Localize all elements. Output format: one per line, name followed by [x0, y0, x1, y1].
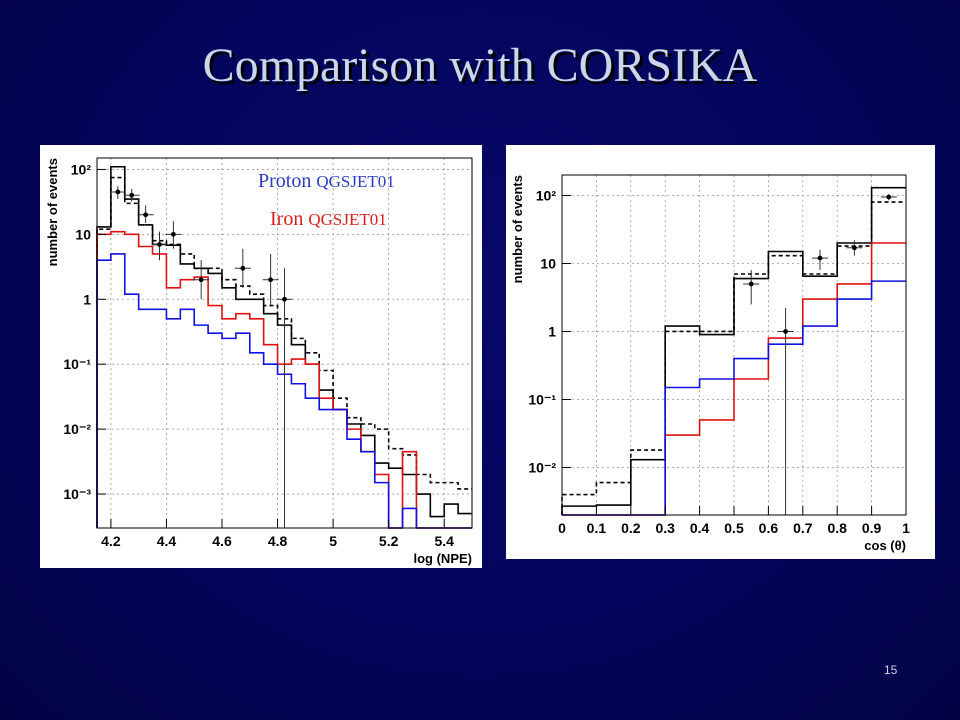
- data-marker: [115, 189, 121, 195]
- zenith-histogram-panel: 0 0.1 0.2 0.3 0.4 0.5 0.6 0.7 0.8 0.9 1 10² 10 1 10⁻¹ 1…: [506, 145, 935, 559]
- x-tick-label: 0: [558, 520, 566, 536]
- data-marker: [129, 192, 135, 198]
- zenith-histogram-chart: 0 0.1 0.2 0.3 0.4 0.5 0.6 0.7 0.8 0.9 1 10² 10 1 10⁻¹ 1…: [510, 174, 910, 553]
- data-marker: [170, 231, 176, 237]
- data-marker: [282, 296, 287, 302]
- x-tick-label: 4.4: [157, 533, 177, 549]
- x-tick-label: 0.3: [655, 520, 675, 536]
- y-tick-label: 10²: [71, 161, 92, 177]
- y-tick-label: 10: [75, 226, 91, 242]
- x-tick-label: 0.8: [827, 520, 847, 536]
- legend-proton-label: Proton: [258, 170, 312, 192]
- x-tick-label: 0.9: [862, 520, 882, 536]
- data-marker: [748, 281, 754, 287]
- x-tick-label: 4.6: [212, 533, 232, 549]
- data-point: [234, 248, 251, 288]
- x-tick-label: 0.6: [759, 520, 779, 536]
- x-tick-label: 5.4: [434, 533, 454, 549]
- data-point: [262, 253, 279, 306]
- data-point: [165, 221, 182, 249]
- x-tick-label: 5: [329, 533, 337, 549]
- data-marker: [852, 245, 857, 251]
- data-marker: [817, 255, 823, 261]
- x-tick-label: 0.7: [793, 520, 813, 536]
- x-tick-label: 4.8: [268, 533, 288, 549]
- y-tick-label: 10⁻¹: [63, 356, 91, 372]
- series-total-dashed: [96, 176, 472, 528]
- page-number: 15: [884, 663, 898, 677]
- y-tick-label: 1: [83, 291, 91, 307]
- series-total-solid: [561, 186, 906, 515]
- legend-proton: Proton QGSJET01: [258, 170, 395, 193]
- data-point: [109, 186, 126, 200]
- legend-iron-label: Iron: [270, 208, 304, 230]
- x-tick-label: 0.4: [690, 520, 710, 536]
- x-tick-label: 4.2: [101, 533, 121, 549]
- data-point: [137, 205, 154, 223]
- data-marker: [783, 329, 788, 334]
- y-tick-label: 10⁻²: [528, 459, 556, 475]
- data-point: [123, 188, 140, 202]
- y-tick-label: 10⁻²: [63, 421, 91, 437]
- x-axis-label: log (NPE): [414, 551, 473, 566]
- data-marker: [886, 194, 892, 200]
- data-point: [276, 268, 293, 528]
- data-marker: [198, 277, 204, 283]
- x-tick-label: 0.1: [587, 520, 607, 536]
- legend-iron-model: QGSJET01: [308, 210, 387, 229]
- x-tick-label: 0.5: [724, 520, 744, 536]
- legend-proton-model: QGSJET01: [316, 172, 395, 191]
- data-point: [812, 249, 828, 271]
- data-point: [743, 270, 760, 305]
- npe-histogram-chart: 4.2 4.4 4.6 4.8 5 5.2 5.4 10² 10 1 10⁻¹ 10⁻² 10⁻³ log…: [45, 157, 473, 566]
- legend-iron: Iron QGSJET01: [270, 208, 387, 231]
- data-point: [777, 308, 794, 515]
- data-marker: [143, 212, 149, 218]
- npe-histogram-panel: 4.2 4.4 4.6 4.8 5 5.2 5.4 10² 10 1 10⁻¹ 10⁻² 10⁻³ log…: [40, 145, 482, 568]
- y-axis-label: number of events: [510, 175, 525, 283]
- data-marker: [240, 265, 246, 271]
- x-tick-label: 5.2: [379, 533, 399, 549]
- x-tick-label: 1: [902, 520, 910, 536]
- data-marker: [268, 277, 274, 283]
- data-point: [880, 194, 897, 201]
- y-axis-label: number of events: [45, 158, 60, 266]
- series-total-dashed: [561, 201, 906, 515]
- data-point: [151, 231, 168, 261]
- y-tick-label: 10: [540, 255, 556, 271]
- data-marker: [157, 242, 162, 247]
- y-tick-label: 10⁻¹: [528, 391, 556, 407]
- x-tick-label: 0.2: [621, 520, 641, 536]
- y-tick-label: 1: [548, 323, 556, 339]
- y-tick-label: 10²: [536, 187, 557, 203]
- data-point: [193, 260, 210, 300]
- plot-frame: [96, 157, 473, 529]
- data-point: [846, 240, 863, 256]
- slide-title: Comparison with CORSIKA: [202, 39, 758, 92]
- x-axis-label: cos (θ): [864, 538, 906, 553]
- y-tick-label: 10⁻³: [63, 486, 91, 502]
